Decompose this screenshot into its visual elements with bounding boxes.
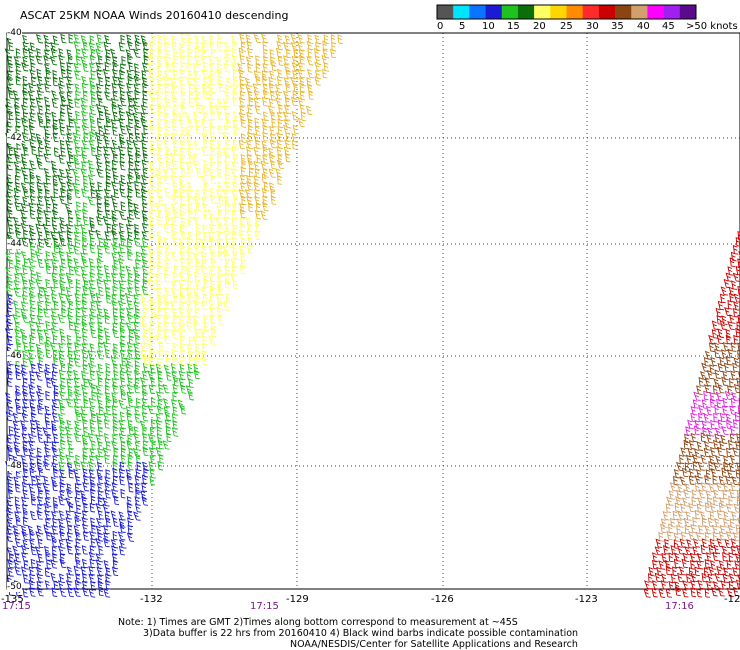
colorbar-swatch xyxy=(679,5,697,19)
lat-label: -48 xyxy=(7,461,22,471)
wind-barb-group xyxy=(4,294,149,598)
lat-label: -42 xyxy=(7,133,22,143)
wind-barb-group xyxy=(4,33,149,248)
colorbar-swatch xyxy=(485,5,503,19)
colorbar-label: 0 xyxy=(437,21,444,32)
colorbar-label: 35 xyxy=(611,21,624,32)
credit-line: NOAA/NESDIS/Center for Satellite Applica… xyxy=(290,639,578,650)
lon-label: -126 xyxy=(431,594,454,605)
time-label: 17:15 xyxy=(2,601,31,612)
colorbar-swatch xyxy=(437,5,454,19)
footnote: 3)Data buffer is 22 hrs from 20160410 4)… xyxy=(143,628,579,639)
colorbar-swatch xyxy=(598,5,616,19)
colorbar-swatch xyxy=(534,5,551,19)
colorbar-swatch xyxy=(453,5,470,19)
lon-label: -135 xyxy=(1,594,24,605)
wind-barbs-west-swath xyxy=(4,33,343,598)
colorbar-swatch xyxy=(469,5,486,19)
colorbar-label: 20 xyxy=(533,21,546,32)
lat-label: -40 xyxy=(7,28,22,38)
time-label: 17:16 xyxy=(665,601,694,612)
colorbar-swatch xyxy=(615,5,632,19)
map-frame xyxy=(6,32,740,590)
colorbar-swatch xyxy=(647,5,664,19)
colorbar-label: 10 xyxy=(482,21,495,32)
wind-barb-group xyxy=(685,390,740,437)
lon-label: -132 xyxy=(140,594,163,605)
wind-barb-group xyxy=(140,33,261,367)
time-label: 17:15 xyxy=(250,601,279,612)
wind-barb-group xyxy=(643,231,740,598)
map-title: ASCAT 25KM NOAA Winds 20160410 descendin… xyxy=(20,9,289,22)
wind-barb-group xyxy=(658,481,740,542)
colorbar-swatch xyxy=(582,5,600,19)
wind-barb-group xyxy=(5,33,200,486)
lat-label: -44 xyxy=(7,239,22,249)
colorbar-label: 5 xyxy=(459,21,466,32)
lat-label: -46 xyxy=(7,351,22,361)
colorbar-label: >50 knots xyxy=(686,21,738,32)
colorbar-label: 15 xyxy=(507,21,520,32)
colorbar-swatch xyxy=(517,5,535,19)
lon-label: -123 xyxy=(575,594,598,605)
colorbar-label: 25 xyxy=(560,21,573,32)
lat-label: -50 xyxy=(7,582,22,592)
colorbar-swatch xyxy=(566,5,583,19)
wind-barb-group xyxy=(237,33,343,220)
lon-label: -129 xyxy=(286,594,309,605)
colorbar-label: 30 xyxy=(586,21,599,32)
lon-label: -12 xyxy=(724,594,740,605)
footnote: Note: 1) Times are GMT 2)Times along bot… xyxy=(118,617,518,628)
colorbar-label: 45 xyxy=(662,21,675,32)
colorbar-label: 40 xyxy=(637,21,650,32)
colorbar-swatch xyxy=(663,5,681,19)
colorbar xyxy=(436,4,697,20)
wind-barbs-east-swath xyxy=(643,231,740,598)
colorbar-swatch xyxy=(550,5,567,19)
colorbar-swatch xyxy=(631,5,648,19)
colorbar-swatch xyxy=(501,5,519,19)
wind-barb-group xyxy=(673,341,740,486)
